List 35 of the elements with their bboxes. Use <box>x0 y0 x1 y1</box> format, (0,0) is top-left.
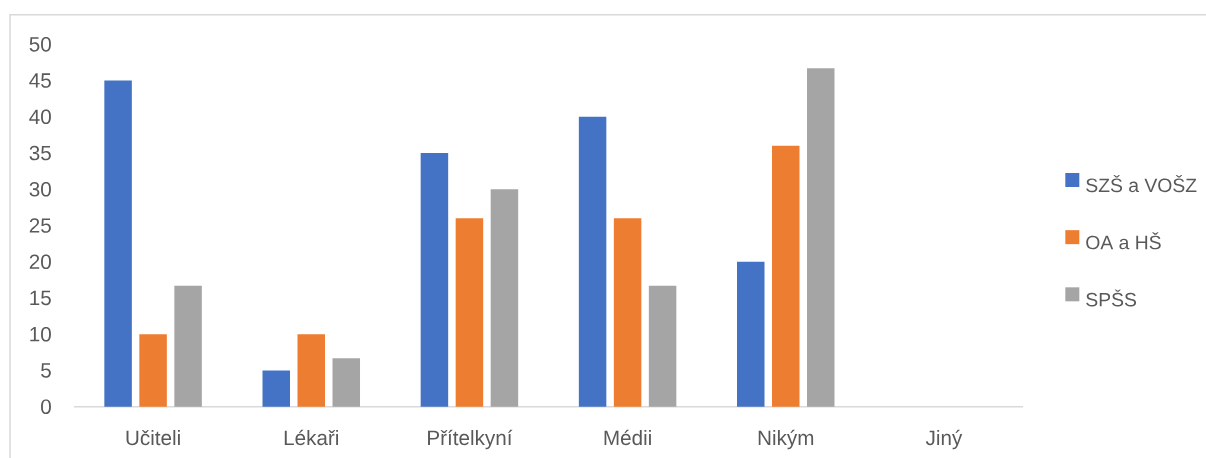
bar <box>578 116 607 407</box>
y-tick-label: 40 <box>29 109 51 125</box>
bar <box>262 370 291 407</box>
bar <box>297 334 326 407</box>
y-tick-label: 5 <box>41 363 51 378</box>
bar <box>807 68 835 407</box>
bar <box>490 189 519 407</box>
bar <box>420 153 449 407</box>
y-tick-label: 45 <box>29 73 51 88</box>
bar <box>737 261 765 407</box>
bar <box>648 285 677 407</box>
y-tick-label: 25 <box>29 218 51 233</box>
y-tick-label: 50 <box>29 36 51 52</box>
x-tick-label: Jiný <box>925 429 963 450</box>
y-tick-label: 20 <box>29 254 51 270</box>
x-tick-label: Přítelkyní <box>428 429 513 450</box>
y-tick-label: 15 <box>30 290 51 306</box>
bar <box>139 334 167 407</box>
bar <box>332 358 361 407</box>
y-tick-label: 0 <box>41 399 51 415</box>
x-tick-label: Nikým <box>758 429 814 450</box>
bar <box>772 145 800 407</box>
bar <box>455 218 484 407</box>
bar <box>174 285 202 407</box>
bar <box>104 80 132 407</box>
x-tick-label: Lékaři <box>284 429 338 446</box>
y-tick-label: 10 <box>30 326 51 342</box>
legend-label: SPŠS <box>1086 289 1137 307</box>
bar <box>613 218 642 407</box>
legend-label: SZŠ a VOŠZ <box>1086 175 1197 193</box>
y-tick-label: 30 <box>29 181 51 197</box>
x-tick-label: Učiteli <box>126 429 180 446</box>
x-tick-label: Médii <box>604 429 651 446</box>
y-tick-label: 35 <box>29 145 51 161</box>
legend-label: OA a HŠ <box>1086 232 1161 250</box>
